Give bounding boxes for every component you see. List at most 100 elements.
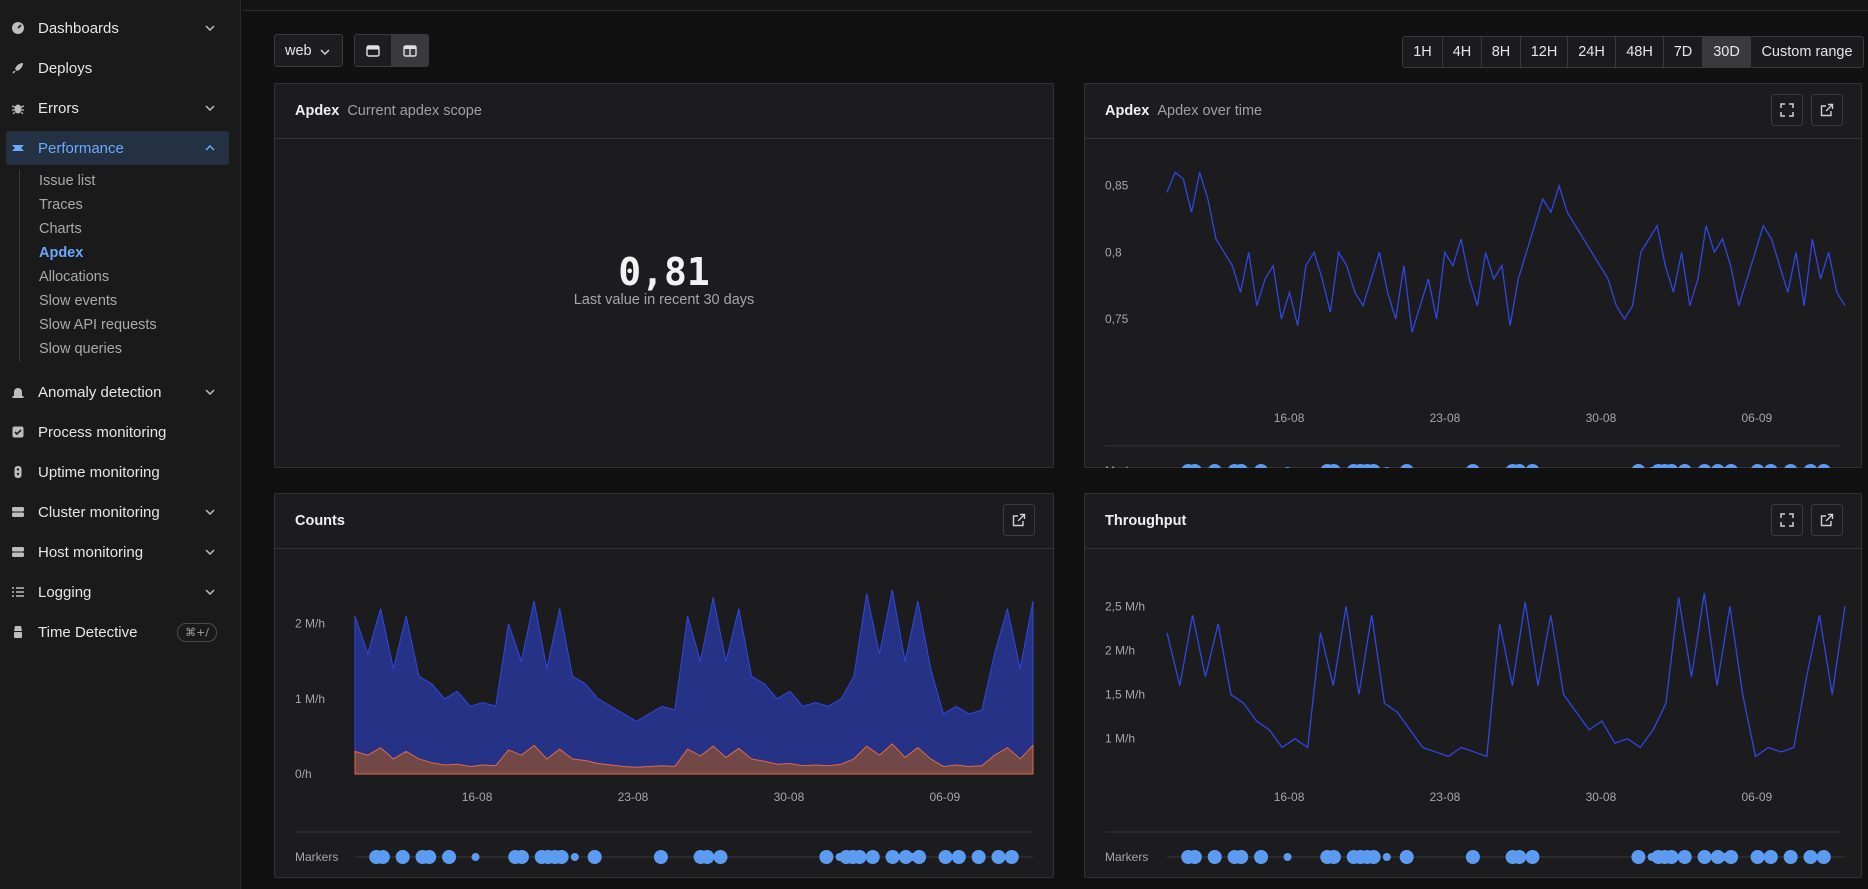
x-tick-label: 23-08 — [1430, 790, 1461, 804]
expand-icon — [1780, 513, 1794, 527]
sidebar-item-time-detective[interactable]: Time Detective ⌘+/ — [0, 615, 229, 649]
throughput-line-series — [1166, 592, 1846, 758]
sidebar-item-logging[interactable]: Logging — [0, 575, 229, 609]
y-tick-label: 1 M/h — [1105, 732, 1135, 746]
range-4h-button[interactable]: 4H — [1442, 37, 1481, 67]
x-tick-label: 23-08 — [1430, 411, 1461, 425]
panel-title: Throughput — [1105, 513, 1187, 529]
deploy-marker — [1234, 464, 1248, 468]
open-external-button[interactable] — [1811, 94, 1843, 126]
namespace-select[interactable]: web — [274, 34, 343, 67]
open-external-button[interactable] — [1003, 504, 1035, 536]
deploy-marker — [375, 850, 390, 864]
open-external-button[interactable] — [1811, 504, 1843, 536]
submenu-item-issue-list[interactable]: Issue list — [39, 173, 96, 189]
two-column-layout-button[interactable] — [391, 35, 428, 66]
y-tick-label: 2,5 M/h — [1105, 599, 1145, 613]
x-tick-label: 16-08 — [1274, 411, 1305, 425]
x-tick-label: 23-08 — [618, 790, 649, 804]
sidebar-item-label: Process monitoring — [38, 423, 167, 441]
deploy-marker — [951, 850, 966, 864]
external-link-icon — [1820, 513, 1834, 527]
deploy-marker — [554, 850, 569, 864]
uptime-icon — [10, 464, 26, 480]
top-bar — [242, 0, 1868, 11]
range-30d-button[interactable]: 30D — [1702, 37, 1750, 67]
counts-area-series-secondary — [354, 743, 1034, 775]
chevron-down-icon — [203, 21, 217, 35]
sidebar-item-label: Performance — [38, 139, 124, 157]
panel-title: Counts — [295, 513, 345, 529]
x-tick-label: 06-09 — [1742, 411, 1773, 425]
counts-area-series — [354, 589, 1034, 775]
deploy-marker — [898, 850, 913, 864]
submenu-item-charts[interactable]: Charts — [39, 221, 82, 237]
apdex-value: 0,81 — [618, 250, 710, 294]
panel-subtitle: Current apdex scope — [347, 103, 482, 119]
deploy-marker — [1283, 853, 1292, 861]
sidebar-item-anomaly-detection[interactable]: Anomaly detection — [0, 375, 229, 409]
chevron-down-icon — [203, 545, 217, 559]
range-48h-button[interactable]: 48H — [1615, 37, 1663, 67]
deploy-marker — [1327, 464, 1341, 468]
deploy-marker — [471, 853, 480, 861]
range-12h-button[interactable]: 12H — [1520, 37, 1567, 67]
submenu-item-apdex[interactable]: Apdex — [39, 245, 84, 261]
submenu-item-slow-queries[interactable]: Slow queries — [39, 341, 123, 357]
sidebar-item-cluster-monitoring[interactable]: Cluster monitoring — [0, 495, 229, 529]
deploy-marker — [587, 850, 602, 864]
host-icon — [10, 544, 26, 560]
single-column-layout-button[interactable] — [355, 35, 391, 66]
deploy-marker — [1466, 464, 1480, 468]
deploy-marker — [700, 850, 715, 864]
deploy-marker — [570, 853, 579, 861]
sidebar-item-label: Deploys — [38, 59, 93, 77]
deploy-marker — [1208, 464, 1222, 468]
deploy-marker — [422, 850, 437, 864]
sidebar: Dashboards Deploys Errors Performance Is… — [0, 0, 241, 889]
range-custom-button[interactable]: Custom range — [1750, 37, 1863, 67]
submenu-item-traces[interactable]: Traces — [39, 197, 83, 213]
submenu-item-allocations[interactable]: Allocations — [39, 269, 110, 285]
deploy-marker — [395, 850, 410, 864]
deploy-marker — [1783, 850, 1798, 864]
apdex-over-time-panel: Apdex Apdex over time 0,75 0,8 0,85 16-08 23… — [1084, 83, 1862, 468]
expand-icon — [1780, 103, 1794, 117]
sidebar-item-performance[interactable]: Performance — [6, 131, 229, 165]
fullscreen-button[interactable] — [1771, 94, 1803, 126]
y-tick-label: 2 M/h — [295, 617, 325, 631]
apdex-current-panel: Apdex Current apdex scope 0,81 Last valu… — [274, 83, 1054, 468]
deploy-marker — [514, 850, 529, 864]
deploy-marker — [1724, 464, 1738, 468]
x-tick-label: 06-09 — [930, 790, 961, 804]
sidebar-item-deploys[interactable]: Deploys — [0, 51, 229, 85]
panel-title: Apdex — [295, 103, 340, 119]
throughput-panel: Throughput 1 M/h 1,5 M/h 2 M/h 2,5 M/h 16-08… — [1084, 493, 1862, 878]
apdex-line-series — [1166, 171, 1846, 333]
sidebar-item-host-monitoring[interactable]: Host monitoring — [0, 535, 229, 569]
deploy-marker — [1382, 853, 1391, 861]
sidebar-item-errors[interactable]: Errors — [0, 91, 229, 125]
sidebar-item-label: Errors — [38, 99, 79, 117]
time-range-selector: 1H 4H 8H 12H 24H 48H 7D 30D Custom range — [1402, 36, 1864, 68]
external-link-icon — [1820, 103, 1834, 117]
sidebar-item-uptime-monitoring[interactable]: Uptime monitoring — [0, 455, 229, 489]
deploy-marker — [1697, 850, 1712, 864]
deploy-marker — [1284, 467, 1291, 468]
range-1h-button[interactable]: 1H — [1403, 37, 1442, 67]
submenu-item-slow-events[interactable]: Slow events — [39, 293, 118, 309]
sidebar-item-process-monitoring[interactable]: Process monitoring — [0, 415, 229, 449]
range-24h-button[interactable]: 24H — [1567, 37, 1615, 67]
sidebar-item-dashboards[interactable]: Dashboards — [0, 11, 229, 45]
layout-toggle — [354, 34, 429, 67]
deploy-marker — [1664, 850, 1679, 864]
deploy-marker — [1366, 850, 1381, 864]
fullscreen-button[interactable] — [1771, 504, 1803, 536]
range-7d-button[interactable]: 7D — [1663, 37, 1702, 67]
y-tick-label: 0,75 — [1105, 312, 1129, 326]
deploy-marker — [1399, 850, 1414, 864]
range-8h-button[interactable]: 8H — [1481, 37, 1520, 67]
submenu-item-slow-api-requests[interactable]: Slow API requests — [39, 317, 157, 333]
server-icon — [10, 504, 26, 520]
namespace-value: web — [285, 42, 312, 59]
